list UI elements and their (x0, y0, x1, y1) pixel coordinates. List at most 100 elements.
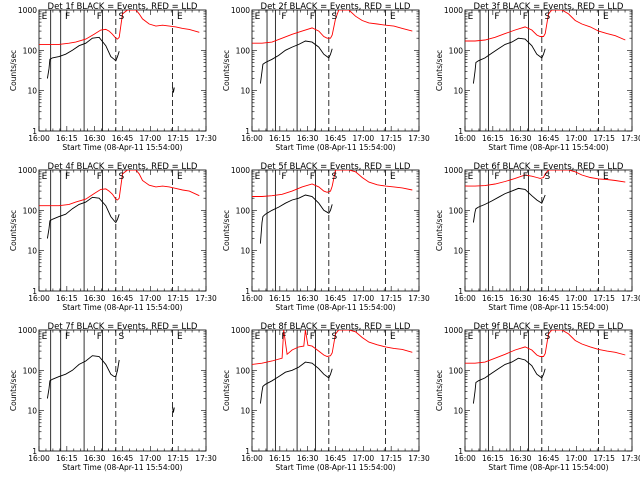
panel-title: Det 5f BLACK = Events, RED = LLD (261, 162, 411, 172)
panel-det-6: Det 6f BLACK = Events, RED = LLD 1 10 100 10… (435, 162, 640, 312)
events-series-line (259, 361, 333, 404)
x-tick-label: 16:45 (112, 134, 134, 143)
x-tick-label: 17:30 (621, 134, 640, 143)
interval-annotation: S (331, 172, 337, 182)
interval-annotation: S (544, 172, 550, 182)
interval-annotation: E (468, 172, 474, 182)
x-axis: 16:00 16:15 16:30 16:45 17:00 17:15 17:30 Start… (28, 10, 217, 152)
y-tick-label: 1 (245, 127, 250, 136)
y-axis-label: Counts/sec (435, 370, 444, 411)
x-tick-label: 17:00 (353, 294, 375, 303)
events-series-line (259, 194, 333, 244)
y-tick-label: 1000 (444, 326, 463, 335)
x-tick-label: 16:15 (482, 454, 504, 463)
interval-annotation: F (523, 172, 528, 182)
plot-frame (251, 169, 420, 292)
interval-annotation: E (603, 332, 609, 342)
events-series-line (472, 187, 546, 223)
interval-annotation: S (331, 12, 337, 22)
x-tick-label: 16:00 (28, 294, 50, 303)
y-tick-label: 10 (240, 87, 250, 96)
x-tick-label: 16:30 (510, 454, 532, 463)
y-axis-label: Counts/sec (9, 50, 18, 91)
y-tick-label: 1000 (444, 6, 463, 15)
lld-series-line (252, 330, 413, 365)
y-tick-label: 10 (453, 407, 463, 416)
y-tick-label: 1000 (231, 166, 250, 175)
lld-series-line (465, 10, 626, 42)
plot-frame (251, 9, 420, 132)
x-axis: 16:00 16:15 16:30 16:45 17:00 17:15 17:30 Start… (454, 170, 640, 312)
panel-title: Det 6f BLACK = Events, RED = LLD (474, 162, 624, 172)
y-tick-label: 1 (245, 447, 250, 456)
y-tick-label: 1 (32, 287, 37, 296)
y-axis-label: Counts/sec (222, 50, 231, 91)
x-tick-label: 16:30 (297, 454, 319, 463)
lld-series-line (465, 170, 626, 187)
plot-area (252, 10, 413, 131)
lld-series-line (252, 170, 413, 197)
y-axis-label: Counts/sec (435, 210, 444, 251)
x-tick-label: 16:15 (482, 294, 504, 303)
panel-det-1: Det 1f BLACK = Events, RED = LLD 1 10 100 10… (9, 2, 217, 152)
y-tick-label: 100 (449, 366, 464, 375)
x-tick-label: 16:15 (56, 454, 78, 463)
x-axis-label: Start Time (08-Apr-11 15:54:00) (488, 303, 608, 312)
interval-annotation: F (281, 332, 286, 342)
x-axis: 16:00 16:15 16:30 16:45 17:00 17:15 17:30 Start… (28, 330, 217, 472)
panel-det-2: Det 2f BLACK = Events, RED = LLD 1 10 100 10… (222, 2, 430, 152)
x-axis-label: Start Time (08-Apr-11 15:54:00) (275, 143, 395, 152)
panel-det-5: Det 5f BLACK = Events, RED = LLD 1 10 100 10… (222, 162, 430, 312)
y-tick-label: 10 (27, 87, 37, 96)
panel-det-7: Det 7f BLACK = Events, RED = LLD 1 10 100 10… (9, 322, 217, 472)
x-tick-label: 16:15 (482, 134, 504, 143)
x-tick-label: 16:00 (454, 134, 476, 143)
x-tick-label: 17:30 (408, 294, 430, 303)
y-axis: 1 10 100 1000 Counts/sec (435, 326, 632, 456)
interval-annotation: F (65, 332, 70, 342)
x-tick-label: 16:30 (510, 294, 532, 303)
x-axis: 16:00 16:15 16:30 16:45 17:00 17:15 17:30 Start… (454, 330, 640, 472)
interval-annotation: F (310, 172, 315, 182)
interval-annotation: S (118, 12, 124, 22)
plot-frame (38, 329, 207, 452)
plot-area (465, 170, 626, 291)
interval-annotation: F (310, 12, 315, 22)
x-tick-label: 16:45 (538, 294, 560, 303)
x-tick-label: 16:00 (241, 294, 263, 303)
x-tick-label: 17:30 (195, 294, 217, 303)
interval-annotation: E (177, 172, 183, 182)
lld-series-line (39, 10, 200, 45)
x-tick-label: 17:30 (621, 454, 640, 463)
y-tick-label: 1000 (18, 326, 37, 335)
x-tick-label: 16:30 (84, 134, 106, 143)
interval-annotation: F (97, 172, 102, 182)
x-tick-label: 16:00 (454, 294, 476, 303)
x-tick-label: 17:15 (167, 134, 189, 143)
panel-title: Det 2f BLACK = Events, RED = LLD (261, 2, 411, 12)
panel-title: Det 3f BLACK = Events, RED = LLD (474, 2, 624, 12)
interval-annotation: F (523, 12, 528, 22)
interval-annotation: F (97, 332, 102, 342)
x-tick-label: 16:15 (269, 294, 291, 303)
x-axis-label: Start Time (08-Apr-11 15:54:00) (275, 463, 395, 472)
y-axis: 1 10 100 1000 Counts/sec (222, 166, 419, 296)
y-tick-label: 1000 (18, 166, 37, 175)
x-axis-label: Start Time (08-Apr-11 15:54:00) (488, 463, 608, 472)
panel-title: Det 1f BLACK = Events, RED = LLD (48, 2, 198, 12)
y-axis-label: Counts/sec (9, 370, 18, 411)
y-axis: 1 10 100 1000 Counts/sec (9, 166, 206, 296)
x-tick-label: 16:15 (269, 454, 291, 463)
x-tick-label: 16:15 (56, 294, 78, 303)
y-tick-label: 1000 (231, 326, 250, 335)
x-axis: 16:00 16:15 16:30 16:45 17:00 17:15 17:30 Start… (241, 170, 430, 312)
y-tick-label: 1000 (444, 166, 463, 175)
interval-annotation: S (118, 172, 124, 182)
y-tick-label: 1 (458, 287, 463, 296)
y-axis: 1 10 100 1000 Counts/sec (9, 6, 206, 136)
interval-annotation: F (65, 12, 70, 22)
x-tick-label: 17:00 (140, 294, 162, 303)
y-tick-label: 10 (240, 247, 250, 256)
x-tick-label: 17:00 (353, 454, 375, 463)
interval-annotation: F (494, 332, 499, 342)
